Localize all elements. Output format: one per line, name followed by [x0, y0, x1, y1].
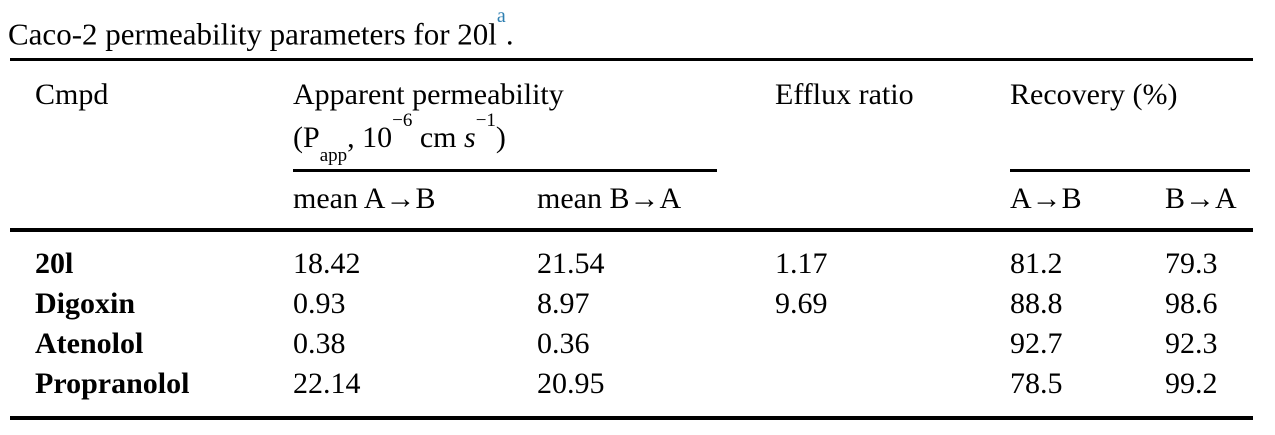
- table-caption: Caco-2 permeability parameters for 20la.: [8, 5, 1275, 58]
- cell-recovery-a-b: 92.7: [1010, 326, 1063, 360]
- cell-cmpd: Digoxin: [35, 286, 136, 320]
- papp-subscript: app: [319, 145, 348, 166]
- caption-text: Caco-2 permeability parameters for 20l: [8, 16, 497, 52]
- header-group-row: Cmpd Apparent permeability (Papp, 10−6 c…: [10, 60, 1253, 172]
- caption-period: .: [505, 16, 514, 52]
- column-group-recovery: Recovery (%): [1010, 60, 1253, 172]
- spanner-rule-apparent: [293, 168, 717, 172]
- cell-mean-b-a: 8.97: [537, 286, 590, 320]
- cell-recovery-b-a: 98.6: [1165, 286, 1218, 320]
- cell-mean-b-a: 0.36: [537, 326, 590, 360]
- cell-mean-a-b: 0.93: [293, 286, 346, 320]
- column-header-efflux-ratio: Efflux ratio: [775, 78, 914, 111]
- cell-efflux-ratio: [775, 324, 1010, 364]
- exponent-minus6: −6: [392, 110, 413, 131]
- papp-units: (Papp, 10−6 cm s−1): [293, 110, 506, 166]
- table-row: Atenolol 0.38 0.36 92.7 92.3: [10, 324, 1253, 364]
- cell-recovery-a-b: 78.5: [1010, 366, 1063, 400]
- table-row: Propranolol 22.14 20.95 78.5 99.2: [10, 364, 1254, 418]
- exponent-minus1: −1: [475, 110, 496, 131]
- recovery-label: Recovery (%): [1010, 78, 1178, 111]
- cell-cmpd: Propranolol: [35, 366, 190, 400]
- cell-mean-b-a: 20.95: [537, 366, 605, 400]
- cell-mean-a-b: 22.14: [293, 366, 361, 400]
- footnote-marker: a: [496, 5, 506, 27]
- header-sub-row: mean A→B mean B→A A→B B→A: [10, 172, 1254, 230]
- cell-efflux-ratio: 9.69: [775, 286, 828, 320]
- apparent-permeability-label: Apparent permeability: [293, 78, 564, 111]
- subheader-mean-b-to-a: mean B→A: [537, 181, 682, 215]
- cell-mean-b-a: 21.54: [537, 246, 605, 280]
- cell-recovery-a-b: 81.2: [1010, 246, 1063, 280]
- cell-recovery-b-a: 79.3: [1165, 246, 1218, 280]
- caco2-permeability-table: Cmpd Apparent permeability (Papp, 10−6 c…: [10, 58, 1254, 420]
- column-header-cmpd: Cmpd: [35, 78, 109, 111]
- cell-cmpd: 20l: [35, 246, 74, 280]
- subheader-recovery-a-to-b: A→B: [1010, 181, 1082, 215]
- cell-efflux-ratio: 1.17: [775, 246, 828, 280]
- spanner-rule-recovery: [1010, 168, 1251, 172]
- table-row: 20l 18.42 21.54 1.17 81.2 79.3: [10, 230, 1253, 284]
- cell-mean-a-b: 0.38: [293, 326, 346, 360]
- cell-efflux-ratio: [775, 364, 1010, 418]
- cell-cmpd: Atenolol: [35, 326, 144, 360]
- subheader-mean-a-to-b: mean A→B: [293, 181, 436, 215]
- cell-recovery-a-b: 88.8: [1010, 286, 1063, 320]
- column-group-apparent-permeability: Apparent permeability (Papp, 10−6 cm s−1…: [293, 60, 775, 172]
- cell-recovery-b-a: 99.2: [1165, 366, 1218, 400]
- subheader-recovery-b-to-a: B→A: [1165, 181, 1237, 215]
- cell-recovery-b-a: 92.3: [1165, 326, 1218, 360]
- table-row: Digoxin 0.93 8.97 9.69 88.8 98.6: [10, 284, 1253, 324]
- cell-mean-a-b: 18.42: [293, 246, 361, 280]
